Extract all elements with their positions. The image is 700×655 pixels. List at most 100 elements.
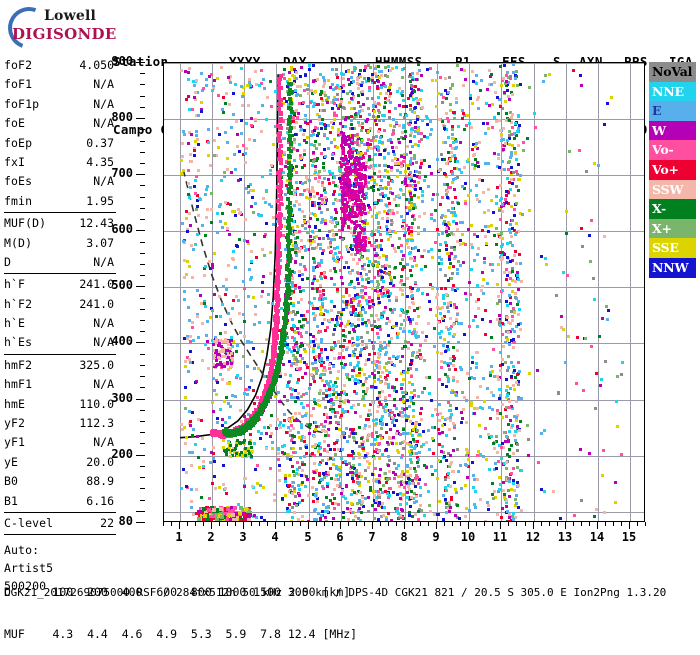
echo-point [383, 210, 386, 213]
echo-point [259, 437, 262, 440]
echo-point [306, 404, 309, 407]
echo-point [388, 116, 391, 119]
echo-point [284, 480, 287, 483]
echo-point [417, 458, 420, 461]
echo-point [421, 391, 424, 394]
echo-point [447, 310, 450, 313]
echo-point [401, 268, 404, 271]
echo-point [414, 85, 417, 88]
echo-point [243, 320, 246, 323]
echo-point [449, 301, 452, 304]
echo-point [195, 79, 198, 82]
echo-point [331, 410, 334, 413]
echo-point [620, 373, 623, 376]
echo-point [410, 239, 413, 242]
echo-point [202, 87, 205, 90]
echo-point [412, 302, 415, 305]
echo-point [423, 387, 426, 390]
echo-point [234, 83, 237, 86]
echo-point [450, 391, 453, 394]
echo-point [326, 234, 329, 237]
echo-point [342, 295, 345, 298]
echo-point [445, 489, 448, 492]
echo-point [517, 313, 520, 316]
echo-point [381, 415, 384, 418]
echo-point [479, 89, 482, 92]
echo-point [414, 477, 417, 480]
echo-point [189, 186, 192, 189]
echo-point [182, 169, 185, 172]
echo-point [290, 327, 293, 330]
echo-point [249, 278, 252, 281]
ionogram-plot[interactable] [163, 62, 645, 522]
echo-point [438, 378, 441, 381]
echo-point [329, 448, 332, 451]
echo-point [471, 361, 474, 364]
y-tick [140, 477, 145, 478]
echo-point [474, 145, 477, 148]
echo-point [244, 218, 247, 221]
y-tick [136, 399, 145, 400]
echo-point [188, 212, 191, 215]
echo-point [415, 78, 418, 81]
echo-point [226, 141, 229, 144]
echo-point [402, 432, 405, 435]
echo-point [464, 78, 467, 81]
echo-point [216, 212, 219, 215]
echo-point [335, 114, 338, 117]
echo-point [292, 441, 295, 444]
echo-point [517, 189, 520, 192]
echo-point [338, 87, 341, 90]
echo-point [405, 105, 408, 108]
echo-point [334, 184, 337, 187]
echo-point [404, 130, 407, 133]
echo-point [414, 445, 417, 448]
echo-point [460, 171, 463, 174]
echo-point [381, 192, 384, 195]
echo-point [597, 164, 600, 167]
echo-point [280, 307, 283, 310]
echo-point [378, 211, 381, 214]
echo-point [414, 281, 417, 284]
echo-point [197, 169, 200, 172]
echo-point [517, 323, 520, 326]
lowell-digisonde-logo: Lowell DIGISONDE [6, 6, 110, 46]
echo-point [240, 132, 243, 135]
echo-point [514, 77, 517, 80]
echo-point [445, 502, 448, 505]
echo-point [415, 356, 418, 359]
y-tick [140, 242, 145, 243]
echo-point [312, 500, 315, 503]
echo-point [350, 454, 353, 457]
echo-point [261, 175, 264, 178]
echo-point [314, 508, 317, 511]
echo-point [352, 457, 355, 460]
echo-point [375, 245, 378, 248]
echo-point [360, 475, 363, 478]
echo-point [509, 322, 512, 325]
echo-point [402, 137, 405, 140]
echo-point [210, 208, 213, 211]
echo-point [453, 248, 456, 251]
echo-point [482, 122, 485, 125]
echo-point [449, 404, 452, 407]
echo-point [327, 124, 330, 127]
echo-point [406, 371, 409, 374]
echo-point [349, 363, 352, 366]
echo-point [366, 97, 369, 100]
echo-point [273, 499, 276, 502]
echo-point [452, 346, 455, 349]
echo-point [441, 445, 444, 448]
echo-point [485, 242, 488, 245]
echo-point [300, 66, 303, 69]
echo-point [286, 453, 289, 456]
echo-point [321, 322, 324, 325]
echo-point [363, 373, 366, 376]
echo-point [440, 93, 443, 96]
echo-point [345, 463, 348, 466]
echo-point [448, 76, 451, 79]
echo-point [469, 367, 472, 370]
echo-point [478, 141, 481, 144]
echo-point [264, 201, 267, 204]
echo-point [306, 231, 309, 234]
